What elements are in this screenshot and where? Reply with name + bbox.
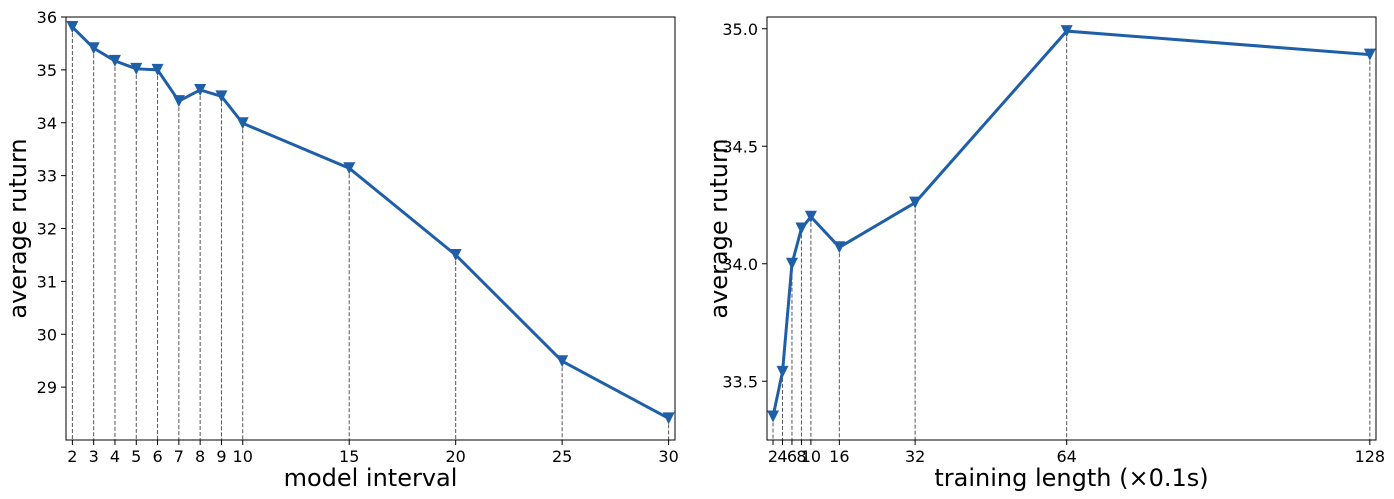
x-tick-label: 2: [67, 447, 77, 466]
marker: [108, 54, 121, 67]
x-tick-label: 5: [131, 447, 141, 466]
x-tick-label: 6: [787, 447, 797, 466]
x-tick-label: 8: [195, 447, 205, 466]
marker: [795, 222, 808, 235]
x-tick-label: 64: [1057, 447, 1077, 466]
x-tick-label: 3: [89, 447, 99, 466]
marker: [172, 95, 185, 108]
marker: [662, 412, 675, 425]
x-tick-label: 4: [777, 447, 787, 466]
x-tick-label: 2: [768, 447, 778, 466]
x-axis-label: training length (×0.1s): [934, 464, 1208, 492]
x-tick-label: 15: [339, 447, 359, 466]
x-tick-label: 30: [658, 447, 678, 466]
marker: [236, 117, 249, 130]
marker: [343, 162, 356, 175]
x-tick-label: 16: [829, 447, 849, 466]
y-tick-label: 35: [37, 61, 57, 80]
marker: [785, 257, 798, 270]
x-axis-label: model interval: [284, 464, 458, 492]
marker: [1060, 25, 1073, 38]
marker: [215, 90, 228, 103]
line: [771, 29, 1370, 417]
x-tick-label: 8: [796, 447, 806, 466]
marker: [87, 42, 100, 55]
marker: [130, 62, 143, 75]
marker: [776, 365, 789, 378]
marker: [767, 410, 780, 423]
x-tick-label: 32: [905, 447, 925, 466]
y-tick-label: 29: [37, 378, 57, 397]
x-tick-label: 9: [216, 447, 226, 466]
y-tick-label: 33.5: [722, 372, 758, 391]
marker: [833, 241, 846, 254]
marker: [556, 355, 569, 368]
y-tick-label: 33: [37, 167, 57, 186]
line: [71, 25, 670, 420]
marker: [66, 21, 79, 34]
y-tick-label: 30: [37, 325, 57, 344]
y-axis-label: average ruturn: [4, 138, 32, 318]
x-tick-label: 7: [174, 447, 184, 466]
x-tick-label: 10: [801, 447, 821, 466]
plot-frame: [65, 16, 676, 441]
marker: [449, 248, 462, 261]
marker: [1363, 48, 1376, 61]
marker: [804, 210, 817, 223]
y-tick-label: 32: [37, 220, 57, 239]
x-tick-label: 25: [552, 447, 572, 466]
y-tick-label: 34.5: [722, 137, 758, 156]
x-tick-label: 20: [445, 447, 465, 466]
marker: [151, 63, 164, 76]
y-tick-label: 34: [37, 114, 57, 133]
y-tick-label: 36: [37, 8, 57, 27]
x-tick-label: 128: [1355, 447, 1386, 466]
x-tick-label: 6: [152, 447, 162, 466]
marker: [909, 196, 922, 209]
x-tick-label: 10: [233, 447, 253, 466]
marker: [194, 83, 207, 96]
y-axis-label: average ruturn: [705, 138, 733, 318]
y-tick-label: 35.0: [722, 20, 758, 39]
y-tick-label: 34.0: [722, 255, 758, 274]
y-tick-label: 31: [37, 272, 57, 291]
plot-frame: [766, 16, 1377, 441]
x-tick-label: 4: [110, 447, 120, 466]
